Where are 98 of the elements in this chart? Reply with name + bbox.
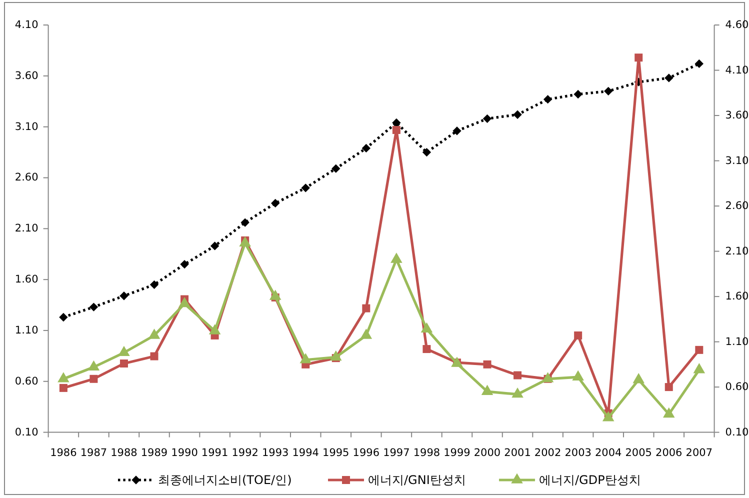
point: [542, 372, 554, 382]
x-tick-label: 1989: [140, 447, 168, 459]
point: [210, 242, 220, 250]
point: [300, 353, 312, 364]
y-tick-label: 2.60: [14, 172, 38, 184]
x-tick-label: 2006: [656, 447, 683, 459]
point: [330, 350, 342, 361]
point: [150, 280, 159, 289]
point: [269, 290, 282, 300]
y2-tick-label: 0.60: [725, 381, 749, 394]
point: [574, 90, 582, 99]
y-tick-label: 0.10: [14, 426, 38, 438]
point: [422, 345, 431, 354]
point: [360, 328, 372, 339]
y-tick-label: 0.60: [14, 375, 38, 388]
point: [150, 352, 158, 360]
y2-tick-label: 4.60: [725, 19, 749, 31]
point: [88, 360, 100, 371]
point: [602, 411, 614, 422]
point: [483, 360, 492, 368]
point: [572, 370, 584, 380]
point: [512, 387, 524, 398]
y2-tick-label: 1.60: [725, 290, 749, 303]
point: [695, 346, 704, 354]
x-tick-label: 1999: [444, 447, 470, 459]
point: [120, 360, 128, 368]
point: [482, 114, 492, 124]
point: [301, 184, 310, 192]
point: [59, 384, 68, 392]
x-tick-label: 1990: [171, 447, 198, 459]
x-tick-label: 2000: [474, 447, 501, 459]
point: [332, 164, 340, 173]
x-tick-label: 1988: [110, 447, 138, 459]
point: [239, 236, 251, 247]
point: [543, 94, 552, 104]
point: [89, 302, 98, 312]
x-tick-label: 1996: [352, 447, 380, 459]
y2-tick-label: 3.60: [725, 110, 749, 122]
x-tick-label: 2007: [686, 447, 713, 459]
x-tick-label: 1993: [262, 447, 289, 459]
y-tick-label: 3.60: [14, 70, 38, 82]
point: [118, 346, 130, 356]
legend-label: 최종에너지소비(TOE/인): [158, 473, 292, 487]
legend-label: 에너지/GDP탄성치: [539, 473, 641, 487]
x-tick-label: 2003: [564, 447, 592, 459]
point: [452, 126, 462, 136]
y-tick-label: 1.10: [14, 324, 38, 336]
y2-tick-label: 3.10: [725, 154, 749, 167]
x-tick-label: 2004: [594, 447, 622, 459]
x-tick-label: 1994: [292, 447, 320, 459]
point: [693, 363, 706, 374]
point: [634, 54, 643, 62]
point: [664, 383, 673, 392]
point: [120, 292, 128, 300]
x-tick-label: 1991: [201, 447, 228, 459]
point: [240, 218, 250, 227]
point: [58, 372, 70, 382]
point: [148, 328, 160, 339]
point: [604, 86, 613, 96]
point: [422, 148, 432, 157]
y2-tick-label: 4.10: [725, 64, 749, 76]
point: [390, 252, 402, 263]
point: [208, 324, 221, 334]
point: [632, 373, 645, 384]
x-tick-label: 1997: [383, 447, 410, 459]
y-tick-label: 4.10: [14, 19, 38, 31]
y-tick-label: 3.10: [14, 120, 38, 133]
point: [514, 371, 522, 380]
point: [481, 384, 494, 395]
legend-label: 에너지/GNI탄성치: [368, 473, 466, 487]
point: [59, 312, 68, 322]
y2-tick-label: 2.10: [725, 245, 749, 258]
y-tick-label: 1.60: [14, 274, 38, 286]
point: [90, 374, 98, 383]
x-tick-label: 1992: [232, 447, 258, 459]
point: [694, 59, 704, 68]
point: [362, 304, 370, 312]
x-tick-label: 1995: [322, 447, 350, 459]
x-tick-label: 1986: [50, 447, 78, 459]
point: [392, 126, 400, 134]
point: [420, 322, 433, 333]
point: [574, 331, 582, 340]
point: [362, 144, 371, 153]
x-tick-label: 1998: [413, 447, 440, 459]
point: [178, 296, 190, 308]
x-tick-label: 2002: [534, 447, 562, 459]
y2-tick-label: 1.10: [725, 336, 749, 348]
x-tick-label: 1987: [80, 447, 108, 459]
y2-tick-label: 0.10: [725, 426, 749, 438]
point: [664, 74, 674, 82]
point: [271, 198, 280, 208]
x-tick-label: 2001: [504, 447, 531, 459]
y-tick-label: 2.10: [14, 222, 38, 235]
point: [180, 260, 189, 269]
y2-tick-label: 2.60: [725, 200, 749, 212]
x-tick-label: 2005: [625, 447, 652, 459]
point: [663, 407, 675, 418]
point: [513, 110, 522, 119]
